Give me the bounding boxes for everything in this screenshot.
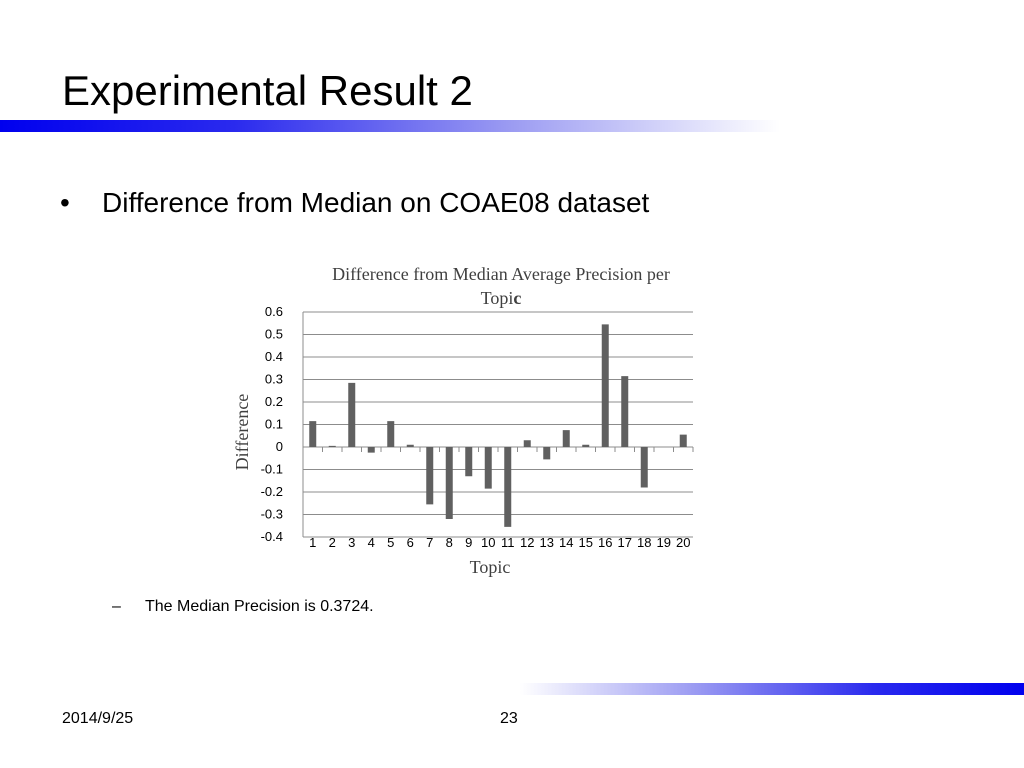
y-tick-label: -0.4 xyxy=(261,529,283,544)
y-axis-ticks: 0.6 0.5 0.4 0.3 0.2 0.1 0 -0.1 -0.2 -0.3 -0.4 xyxy=(261,304,283,544)
x-tick-label: 15 xyxy=(579,535,593,550)
bullet-text: Difference from Median on COAE08 dataset xyxy=(102,187,650,218)
chart-title-line1: Difference from Median Average Precision… xyxy=(332,264,670,284)
y-tick-label: 0.5 xyxy=(265,327,283,342)
x-tick-label: 3 xyxy=(348,535,355,550)
y-tick-label: -0.2 xyxy=(261,484,283,499)
footer-gradient-bar xyxy=(520,683,1024,695)
bar-topic-1 xyxy=(309,421,317,447)
bar-topic-13 xyxy=(543,447,551,460)
x-tick-label: 12 xyxy=(520,535,534,550)
x-axis-label: Topic xyxy=(470,557,511,577)
x-tick-label: 5 xyxy=(387,535,394,550)
bar-topic-10 xyxy=(484,447,492,489)
chart-title-line2-bold: c xyxy=(513,288,521,308)
x-tick-label: 7 xyxy=(426,535,433,550)
bar-topic-11 xyxy=(504,447,512,527)
y-tick-label: 0.6 xyxy=(265,304,283,319)
chart-title-line2-text: Topi xyxy=(481,288,514,308)
bar-topic-4 xyxy=(367,447,375,453)
bar-topic-14 xyxy=(562,430,570,447)
x-tick-label: 11 xyxy=(501,535,515,550)
bar-topic-6 xyxy=(406,444,414,447)
x-tick-label: 1 xyxy=(309,535,316,550)
x-tick-label: 6 xyxy=(407,535,414,550)
chart-gridlines xyxy=(302,311,694,538)
bar-topic-3 xyxy=(348,382,356,447)
y-axis-label: Difference xyxy=(232,394,252,471)
y-tick-label: 0.4 xyxy=(265,349,283,364)
bar-topic-8 xyxy=(445,447,453,519)
bar-topic-7 xyxy=(426,447,434,505)
x-tick-label: 17 xyxy=(618,535,632,550)
bar-topic-12 xyxy=(523,440,531,447)
x-tick-label: 16 xyxy=(598,535,612,550)
bar-topic-9 xyxy=(465,447,473,477)
x-tick-label: 9 xyxy=(465,535,472,550)
sub-bullet-text: The Median Precision is 0.3724. xyxy=(145,598,374,615)
x-tick-label: 8 xyxy=(446,535,453,550)
bullet-marker: • xyxy=(60,187,70,218)
bar-topic-18 xyxy=(640,447,648,488)
y-tick-label: 0.2 xyxy=(265,394,283,409)
chart-bars xyxy=(309,324,687,527)
bar-topic-2 xyxy=(328,445,336,447)
x-tick-label: 10 xyxy=(481,535,495,550)
bar-topic-5 xyxy=(387,421,395,447)
bar-topic-17 xyxy=(621,376,629,447)
bar-topic-16 xyxy=(601,324,609,447)
x-tick-label: 2 xyxy=(329,535,336,550)
x-tick-label: 14 xyxy=(559,535,573,550)
page-number: 23 xyxy=(500,710,518,727)
x-tick-label: 20 xyxy=(676,535,690,550)
y-tick-label: 0.3 xyxy=(265,372,283,387)
title-underline-bar xyxy=(0,120,780,132)
x-tick-label: 4 xyxy=(368,535,375,550)
y-tick-label: 0 xyxy=(276,439,283,454)
sub-bullet-dash: – xyxy=(112,598,121,615)
chart-title-line2: Topic xyxy=(481,288,522,308)
slide-title: Experimental Result 2 xyxy=(62,67,473,114)
y-tick-label: -0.1 xyxy=(261,462,283,477)
x-axis-ticks: 1 2 3 4 5 6 7 8 9 10 11 12 13 14 15 16 17 18 19 20 xyxy=(309,535,690,550)
x-tick-label: 13 xyxy=(540,535,554,550)
x-tick-label: 19 xyxy=(657,535,671,550)
bar-topic-20 xyxy=(679,434,687,447)
bar-topic-15 xyxy=(582,444,590,447)
y-tick-label: 0.1 xyxy=(265,417,283,432)
footer-date: 2014/9/25 xyxy=(62,710,134,727)
x-tick-label: 18 xyxy=(637,535,651,550)
y-tick-label: -0.3 xyxy=(261,507,283,522)
